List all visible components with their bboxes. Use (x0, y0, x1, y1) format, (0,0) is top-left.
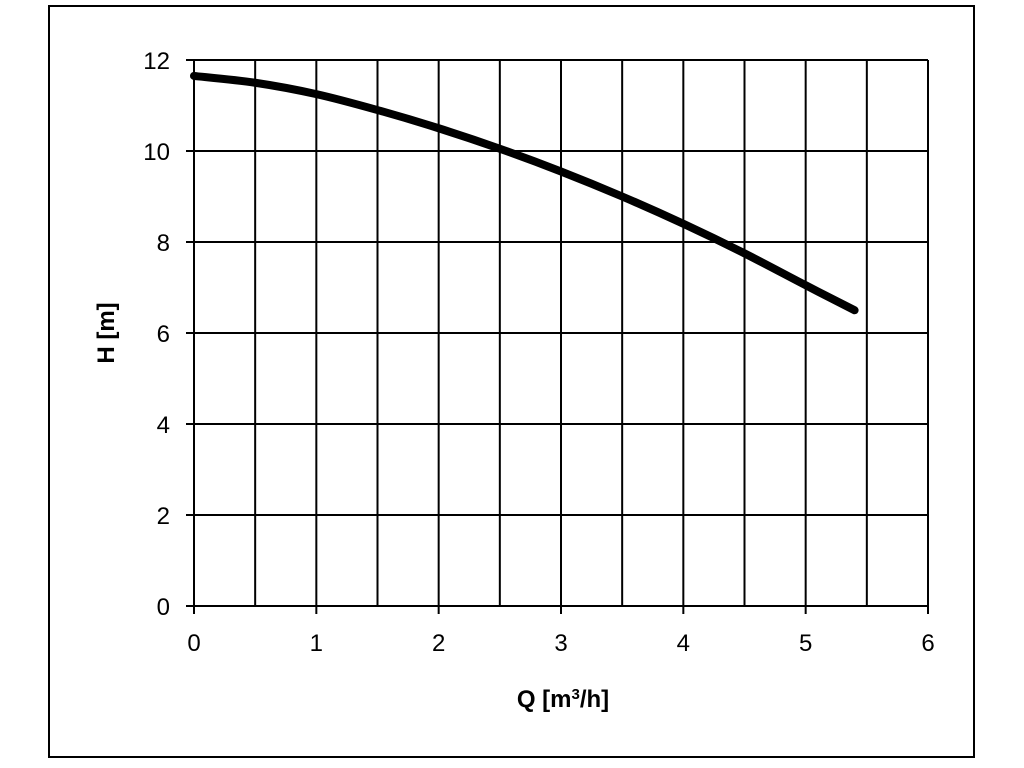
x-tick-label: 5 (799, 630, 812, 657)
series-layer (190, 71, 859, 315)
x-tick-label: 2 (432, 630, 445, 657)
y-tick-label: 12 (143, 48, 170, 75)
x-tick-label: 4 (677, 630, 690, 657)
y-tick-label: 2 (157, 503, 170, 530)
chart-frame (48, 5, 975, 758)
x-tick-label: 3 (554, 630, 567, 657)
x-tick-label: 6 (921, 630, 934, 657)
series-line (190, 71, 859, 315)
grid-lines (193, 59, 929, 607)
x-tick-label: 0 (187, 630, 200, 657)
y-tick-label: 4 (157, 412, 170, 439)
y-axis-title: H [m] (93, 302, 120, 363)
y-tick-label: 8 (157, 230, 170, 257)
x-axis-title: Q [m3/h] (517, 686, 609, 714)
x-tick-label: 1 (310, 630, 323, 657)
y-tick-label: 0 (157, 594, 170, 621)
y-tick-label: 6 (157, 321, 170, 348)
axes (186, 59, 929, 614)
y-tick-label: 10 (143, 139, 170, 166)
